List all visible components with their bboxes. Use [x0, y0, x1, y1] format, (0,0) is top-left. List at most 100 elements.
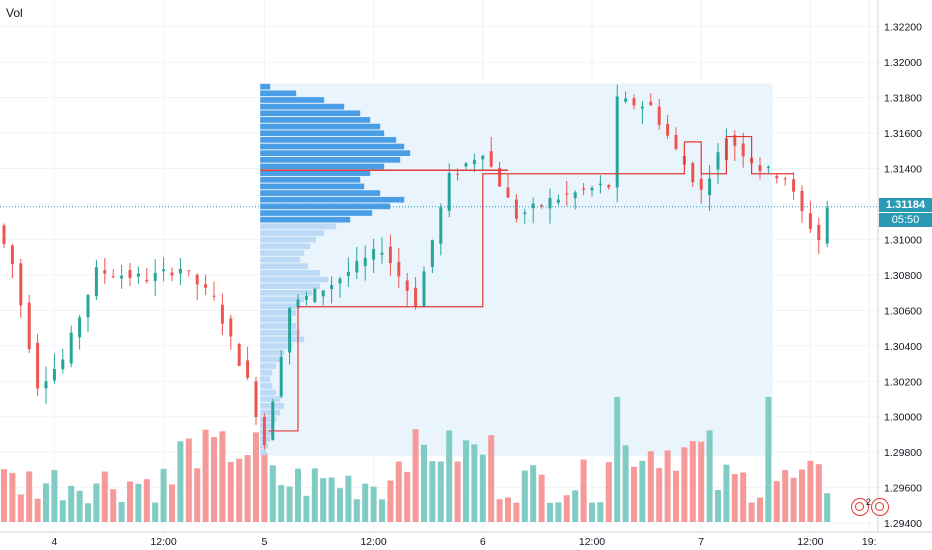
candle-body	[615, 96, 619, 188]
candle-body	[489, 151, 493, 167]
candle-body	[170, 272, 174, 276]
candle-body	[573, 192, 577, 199]
candle-body	[817, 224, 821, 241]
volume-profile-bar	[260, 110, 361, 117]
candle-body	[162, 269, 166, 272]
volume-indicator-label[interactable]: Vol	[6, 6, 23, 20]
volume-profile-bar	[260, 376, 271, 383]
alert-icons[interactable]	[851, 498, 889, 516]
candle-body	[229, 318, 233, 337]
candle-body	[657, 106, 661, 125]
candle-body	[61, 359, 65, 370]
time-axis[interactable]: 4 12:00 5 12:00 6 12:00 7 12:00 19:	[0, 531, 932, 550]
target-icon[interactable]	[851, 498, 869, 516]
candle-body	[758, 165, 762, 172]
candle-body	[195, 274, 199, 285]
candle-body	[430, 240, 434, 267]
price-axis[interactable]: 1.322001.320001.318001.316001.314001.312…	[877, 0, 932, 550]
price-tick-label: 1.31400	[884, 163, 922, 175]
volume-bar	[622, 445, 629, 522]
candle-body	[405, 280, 409, 291]
candle-body	[187, 270, 191, 272]
volume-profile-bar	[260, 329, 301, 336]
volume-profile-bar	[260, 230, 325, 236]
volume-bar	[118, 501, 125, 522]
volume-bar	[824, 493, 831, 522]
volume-profile	[260, 83, 411, 456]
volume-bar	[421, 444, 427, 522]
candle-body	[464, 163, 468, 167]
candle-body	[825, 207, 829, 244]
volume-bar	[689, 441, 696, 522]
price-tick-label: 1.30600	[884, 305, 922, 317]
volume-bar	[807, 460, 814, 522]
volume-bar	[143, 479, 150, 522]
volume-bar	[110, 489, 117, 522]
candle-body	[582, 188, 586, 190]
time-tick-label: 5	[261, 536, 267, 548]
candle-body	[666, 123, 670, 136]
time-tick-label: 19:	[862, 536, 877, 548]
volume-bar	[127, 481, 133, 522]
volume-profile-bar	[260, 270, 321, 276]
candle-body	[313, 288, 317, 303]
volume-bar	[698, 441, 705, 522]
volume-bar	[782, 470, 789, 522]
candle-body	[699, 178, 703, 190]
volume-bar	[227, 461, 234, 522]
countdown-badge: 05:50	[879, 213, 932, 227]
volume-profile-bar	[260, 216, 351, 223]
volume-profile-bar	[260, 130, 385, 137]
volume-profile-bar	[260, 236, 317, 243]
volume-profile-bar	[260, 176, 361, 183]
volume-profile-bar	[260, 250, 305, 256]
candle-body	[414, 287, 418, 307]
volume-bar	[773, 481, 780, 522]
time-tick-label: 12:00	[797, 536, 823, 548]
price-tick-label: 1.29600	[884, 483, 922, 495]
volume-bar	[446, 430, 453, 522]
volume-bar	[320, 478, 327, 522]
candle-body	[103, 270, 107, 274]
last-price-badge: 1.31184	[879, 198, 932, 212]
volume-bar	[17, 494, 24, 522]
volume-profile-bar	[260, 276, 329, 283]
volume-bar	[93, 483, 100, 522]
time-tick-label: 12:00	[360, 536, 386, 548]
candle-body	[220, 304, 224, 324]
volume-bar	[395, 461, 402, 522]
candle-body	[624, 98, 628, 102]
volume-profile-bar	[260, 223, 337, 230]
time-tick-label: 7	[698, 536, 704, 548]
candle-body	[456, 173, 460, 175]
volume-bar	[169, 484, 175, 522]
price-tick-label: 1.31800	[884, 93, 922, 105]
volume-bar	[538, 474, 545, 522]
volume-bar	[202, 429, 209, 522]
volume-bar	[303, 495, 310, 522]
candle-body	[254, 381, 258, 418]
volume-bar	[471, 444, 478, 522]
volume-profile-bar	[260, 156, 401, 163]
volume-bar	[555, 502, 562, 522]
volume-profile-bar	[260, 323, 297, 329]
candle-body	[674, 135, 678, 150]
candle-body	[262, 416, 266, 445]
price-tick-label: 1.31600	[884, 128, 922, 140]
candle-body	[380, 252, 384, 255]
target-icon[interactable]	[871, 498, 889, 516]
price-tick-label: 1.30200	[884, 376, 922, 388]
volume-bar	[614, 397, 621, 522]
volume-bar	[177, 441, 184, 522]
volume-bar	[412, 429, 419, 522]
candle-body	[363, 257, 367, 267]
volume-bar	[387, 480, 394, 522]
volume-profile-bar	[260, 289, 313, 296]
candle-body	[741, 143, 745, 157]
candle-body	[792, 179, 796, 192]
volume-bar	[706, 430, 713, 522]
volume-bar	[379, 499, 385, 522]
candle-body	[523, 212, 527, 214]
candle-body	[632, 98, 636, 106]
